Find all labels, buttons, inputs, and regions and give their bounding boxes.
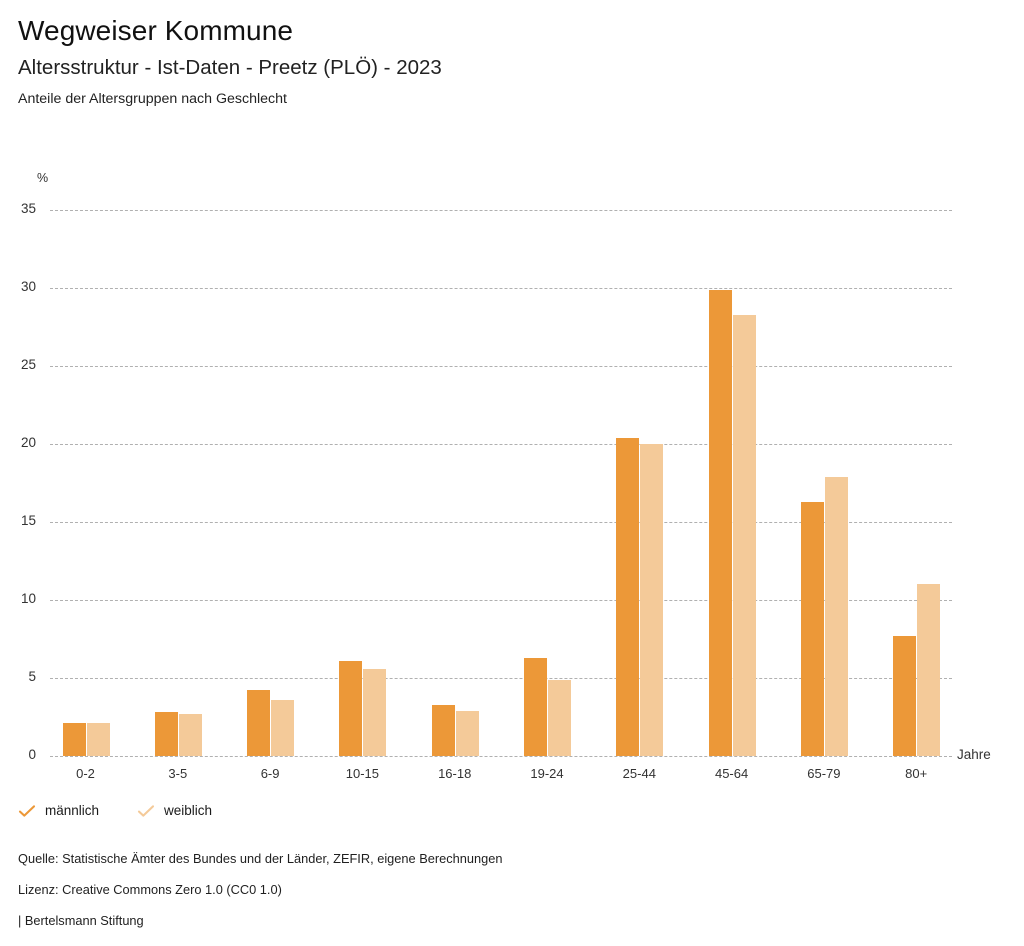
bar-weiblich[interactable] — [363, 668, 387, 756]
page-title: Wegweiser Kommune — [18, 15, 294, 46]
footer-source: Quelle: Statistische Ämter des Bundes un… — [18, 851, 503, 866]
bar-weiblich[interactable] — [271, 699, 295, 756]
y-axis-tick-label: 35 — [20, 201, 36, 216]
x-axis-tick-label: 6-9 — [260, 766, 280, 781]
bar-weiblich[interactable] — [548, 679, 571, 756]
x-axis-tick-label: 0-2 — [76, 766, 95, 781]
chart-description: Anteile der Altersgruppen nach Geschlech… — [18, 91, 287, 107]
bar-weiblich[interactable] — [824, 476, 848, 756]
bar-maennlich[interactable] — [616, 437, 640, 756]
gridline — [50, 678, 952, 679]
bar-groups: 0-2 3-5 6-9 10-15 16-18 19-24 25-44 45-64 65-79 8… — [50, 210, 952, 781]
footer: Quelle: Statistische Ämter des Bundes un… — [18, 843, 998, 936]
gridline — [50, 756, 952, 757]
bar-group: 16-18 — [431, 210, 479, 781]
legend-label: weiblich — [164, 803, 213, 818]
bar-weiblich[interactable] — [178, 713, 202, 756]
gridline — [50, 600, 952, 601]
bar-weiblich[interactable] — [640, 444, 664, 756]
y-axis-tick-label: 10 — [20, 591, 36, 606]
y-axis-tick-label: 0 — [28, 747, 36, 762]
bar-maennlich[interactable] — [893, 635, 917, 756]
header: Wegweiser Kommune Altersstruktur - Ist-D… — [18, 14, 998, 109]
x-axis-tick-label: 3-5 — [168, 766, 188, 781]
bar-maennlich[interactable] — [431, 704, 455, 756]
gridline — [50, 522, 952, 523]
bar-weiblich[interactable] — [455, 710, 479, 756]
plot-area: 0 5 10 15 20 25 30 35 0-2 3-5 6-9 10-15 16-18 19-24 2… — [21, 201, 952, 781]
legend-item-weiblich[interactable]: weiblich — [137, 803, 212, 818]
gridline — [50, 444, 952, 445]
footer-publisher: | Bertelsmann Stiftung — [18, 913, 144, 928]
bar-maennlich[interactable] — [708, 289, 732, 756]
y-axis-tick-label: 30 — [20, 279, 36, 294]
bar-chart: % 0 5 10 15 20 25 30 35 0-2 3-5 6-9 10-15 16-18 19-2… — [21, 171, 991, 781]
bar-group: 45-64 — [708, 210, 756, 781]
chart-legend: männlich weiblich — [18, 803, 250, 818]
bar-weiblich[interactable] — [917, 584, 941, 756]
x-axis-tick-label: 16-18 — [438, 766, 472, 781]
gridline — [50, 366, 952, 367]
footer-license: Lizenz: Creative Commons Zero 1.0 (CC0 1… — [18, 882, 282, 897]
bar-maennlich[interactable] — [247, 690, 271, 756]
bar-maennlich[interactable] — [154, 712, 178, 756]
chart-subtitle: Altersstruktur - Ist-Daten - Preetz (PLÖ… — [18, 56, 442, 79]
bar-weiblich[interactable] — [86, 723, 110, 756]
bar-maennlich[interactable] — [62, 723, 86, 756]
x-axis-tick-label: 80+ — [905, 766, 928, 781]
bar-group: 19-24 — [524, 210, 571, 781]
check-icon — [18, 804, 36, 818]
bar-weiblich[interactable] — [732, 314, 756, 756]
bar-group: 10-15 — [339, 210, 387, 781]
bar-maennlich[interactable] — [524, 657, 547, 756]
x-axis-tick-label: 65-79 — [807, 766, 841, 781]
check-icon — [137, 804, 155, 818]
y-axis-tick-label: 15 — [20, 513, 36, 528]
y-axis-tick-label: 5 — [28, 669, 36, 684]
x-axis-title: Jahre — [957, 747, 991, 762]
y-axis-tick-label: 25 — [20, 357, 36, 372]
gridline — [50, 210, 952, 211]
x-axis-tick-label: 19-24 — [530, 766, 564, 781]
x-axis-tick-label: 25-44 — [622, 766, 656, 781]
y-axis-unit-label: % — [37, 171, 49, 185]
y-axis-tick-label: 20 — [20, 435, 36, 450]
legend-item-maennlich[interactable]: männlich — [18, 803, 99, 818]
bar-group: 80+ — [893, 210, 941, 781]
bar-group: 25-44 — [616, 210, 664, 781]
legend-label: männlich — [45, 803, 100, 818]
x-axis-tick-label: 10-15 — [345, 766, 380, 781]
bar-group: 0-2 — [62, 210, 110, 781]
x-axis-tick-label: 45-64 — [714, 766, 749, 781]
bar-maennlich[interactable] — [800, 501, 824, 756]
bar-maennlich[interactable] — [339, 660, 363, 756]
gridline — [50, 288, 952, 289]
bar-group: 6-9 — [247, 210, 295, 781]
bar-group: 3-5 — [154, 210, 202, 781]
bar-group: 65-79 — [800, 210, 848, 781]
